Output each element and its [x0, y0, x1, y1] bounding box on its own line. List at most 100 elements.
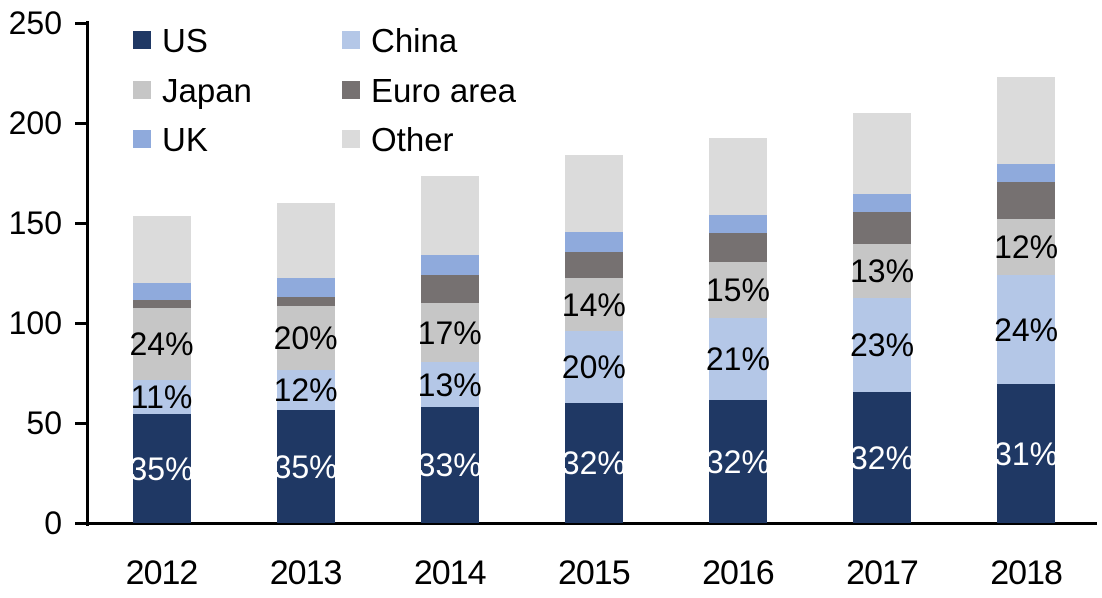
bar-segment-other [708, 138, 767, 215]
bar-segment-us [997, 384, 1056, 523]
legend-item-us: US [133, 22, 208, 58]
bar-segment-label-japan: 12% [994, 229, 1059, 265]
bar-segment-euro-area [132, 300, 191, 308]
legend-item-other: Other [342, 121, 454, 157]
bar-segment-other [997, 77, 1056, 164]
y-axis-tick-label: 150 [8, 205, 62, 241]
bar-segment-us [853, 392, 911, 523]
bar-segment-uk [276, 278, 335, 297]
legend-swatch-japan [133, 81, 151, 99]
bar-segment-us [276, 410, 335, 523]
bar-segment-uk [997, 164, 1056, 182]
y-axis-tick [75, 222, 86, 225]
bar-segment-label-japan: 17% [417, 314, 482, 351]
y-axis-tick-label: 50 [26, 405, 62, 441]
legend-label-china: China [371, 21, 458, 59]
bar-segment-label-china: 12% [273, 372, 338, 408]
bar-segment-label-japan: 20% [273, 320, 338, 356]
legend-label-japan: Japan [162, 71, 252, 109]
bar-segment-uk [564, 232, 623, 252]
bar-segment-euro-area [708, 233, 767, 262]
bar-segment-label-china: 23% [849, 327, 915, 363]
bar-segment-euro-area [997, 182, 1056, 219]
x-axis-category-label: 2018 [990, 554, 1063, 592]
legend-item-uk: UK [133, 121, 208, 157]
y-axis-tick [75, 322, 86, 325]
bar-segment-us [564, 403, 623, 523]
bar-segment-other [564, 155, 623, 232]
legend-item-japan: Japan [133, 72, 252, 108]
bar-segment-other [420, 176, 479, 255]
legend-item-china: China [342, 22, 457, 58]
bar-segment-uk [708, 215, 767, 233]
bar-segment-japan [276, 306, 335, 370]
bar-segment-label-japan: 14% [561, 286, 626, 323]
y-axis-tick-label: 200 [8, 105, 62, 141]
bar-segment-other [276, 203, 335, 278]
bar-segment-euro-area [853, 212, 911, 244]
bar-segment-us [132, 414, 191, 523]
bar-segment-us [420, 407, 479, 523]
bar-segment-china [708, 318, 767, 400]
legend-swatch-china [342, 31, 360, 49]
x-axis-category-label: 2012 [125, 554, 199, 592]
bar-segment-label-china: 11% [130, 379, 193, 415]
bar-segment-uk [132, 283, 191, 300]
bar-segment-label-us: 33% [417, 447, 482, 483]
bar-segment-other [853, 113, 911, 194]
bar-segment-japan [132, 308, 191, 380]
bar-segment-other [132, 216, 191, 283]
y-axis-tick-label: 250 [8, 5, 62, 41]
bar-segment-euro-area [420, 275, 479, 303]
bar-segment-label-japan: 13% [849, 253, 915, 289]
bar-segment-china [564, 331, 623, 403]
x-axis-category-label: 2017 [846, 554, 919, 592]
bar-segment-label-us: 32% [561, 445, 626, 481]
bar-segment-japan [853, 244, 911, 298]
y-axis-tick-label: 100 [8, 305, 62, 341]
legend-label-uk: UK [162, 120, 208, 158]
x-axis-category-label: 2016 [702, 554, 775, 592]
bar-segment-label-china: 24% [994, 311, 1059, 348]
bar-segment-us [708, 400, 767, 523]
bar-segment-label-us: 35% [129, 450, 194, 487]
bar-segment-label-us: 35% [273, 448, 338, 485]
bar-segment-japan [420, 303, 479, 362]
bar-segment-china [853, 298, 911, 392]
legend-swatch-us [133, 31, 151, 49]
y-axis-tick [75, 22, 86, 25]
bar-segment-label-japan: 24% [129, 326, 194, 362]
legend-label-us: US [162, 21, 208, 59]
bar-segment-label-japan: 15% [705, 272, 770, 308]
bar-segment-japan [708, 262, 767, 318]
y-axis-line [86, 21, 89, 526]
y-axis-tick-label: 0 [44, 505, 62, 541]
bar-segment-euro-area [564, 252, 623, 278]
legend-label-euro-area: Euro area [371, 71, 516, 109]
x-axis-line [75, 522, 1097, 525]
bar-segment-japan [997, 219, 1056, 275]
legend-item-euro-area: Euro area [342, 72, 516, 108]
bar-segment-label-china: 20% [561, 349, 626, 385]
bar-segment-label-us: 31% [994, 435, 1059, 472]
x-axis-category-label: 2014 [413, 554, 487, 592]
y-axis-tick [75, 422, 86, 425]
bar-segment-uk [853, 194, 911, 212]
bar-segment-label-us: 32% [705, 443, 770, 480]
bar-segment-label-us: 32% [849, 439, 915, 476]
bar-segment-japan [564, 278, 623, 331]
legend-label-other: Other [371, 120, 454, 158]
x-axis-category-label: 2013 [269, 554, 343, 592]
bar-segment-china [132, 380, 191, 414]
bar-segment-china [420, 362, 479, 407]
bar-segment-china [997, 275, 1056, 384]
bar-segment-euro-area [276, 297, 335, 306]
legend-swatch-euro-area [342, 81, 360, 99]
bar-segment-label-china: 13% [417, 366, 482, 403]
legend-swatch-other [342, 130, 360, 148]
legend-swatch-uk [133, 130, 151, 148]
x-axis-category-label: 2015 [557, 554, 631, 592]
bar-segment-china [276, 370, 335, 410]
bar-segment-label-china: 21% [705, 341, 770, 377]
